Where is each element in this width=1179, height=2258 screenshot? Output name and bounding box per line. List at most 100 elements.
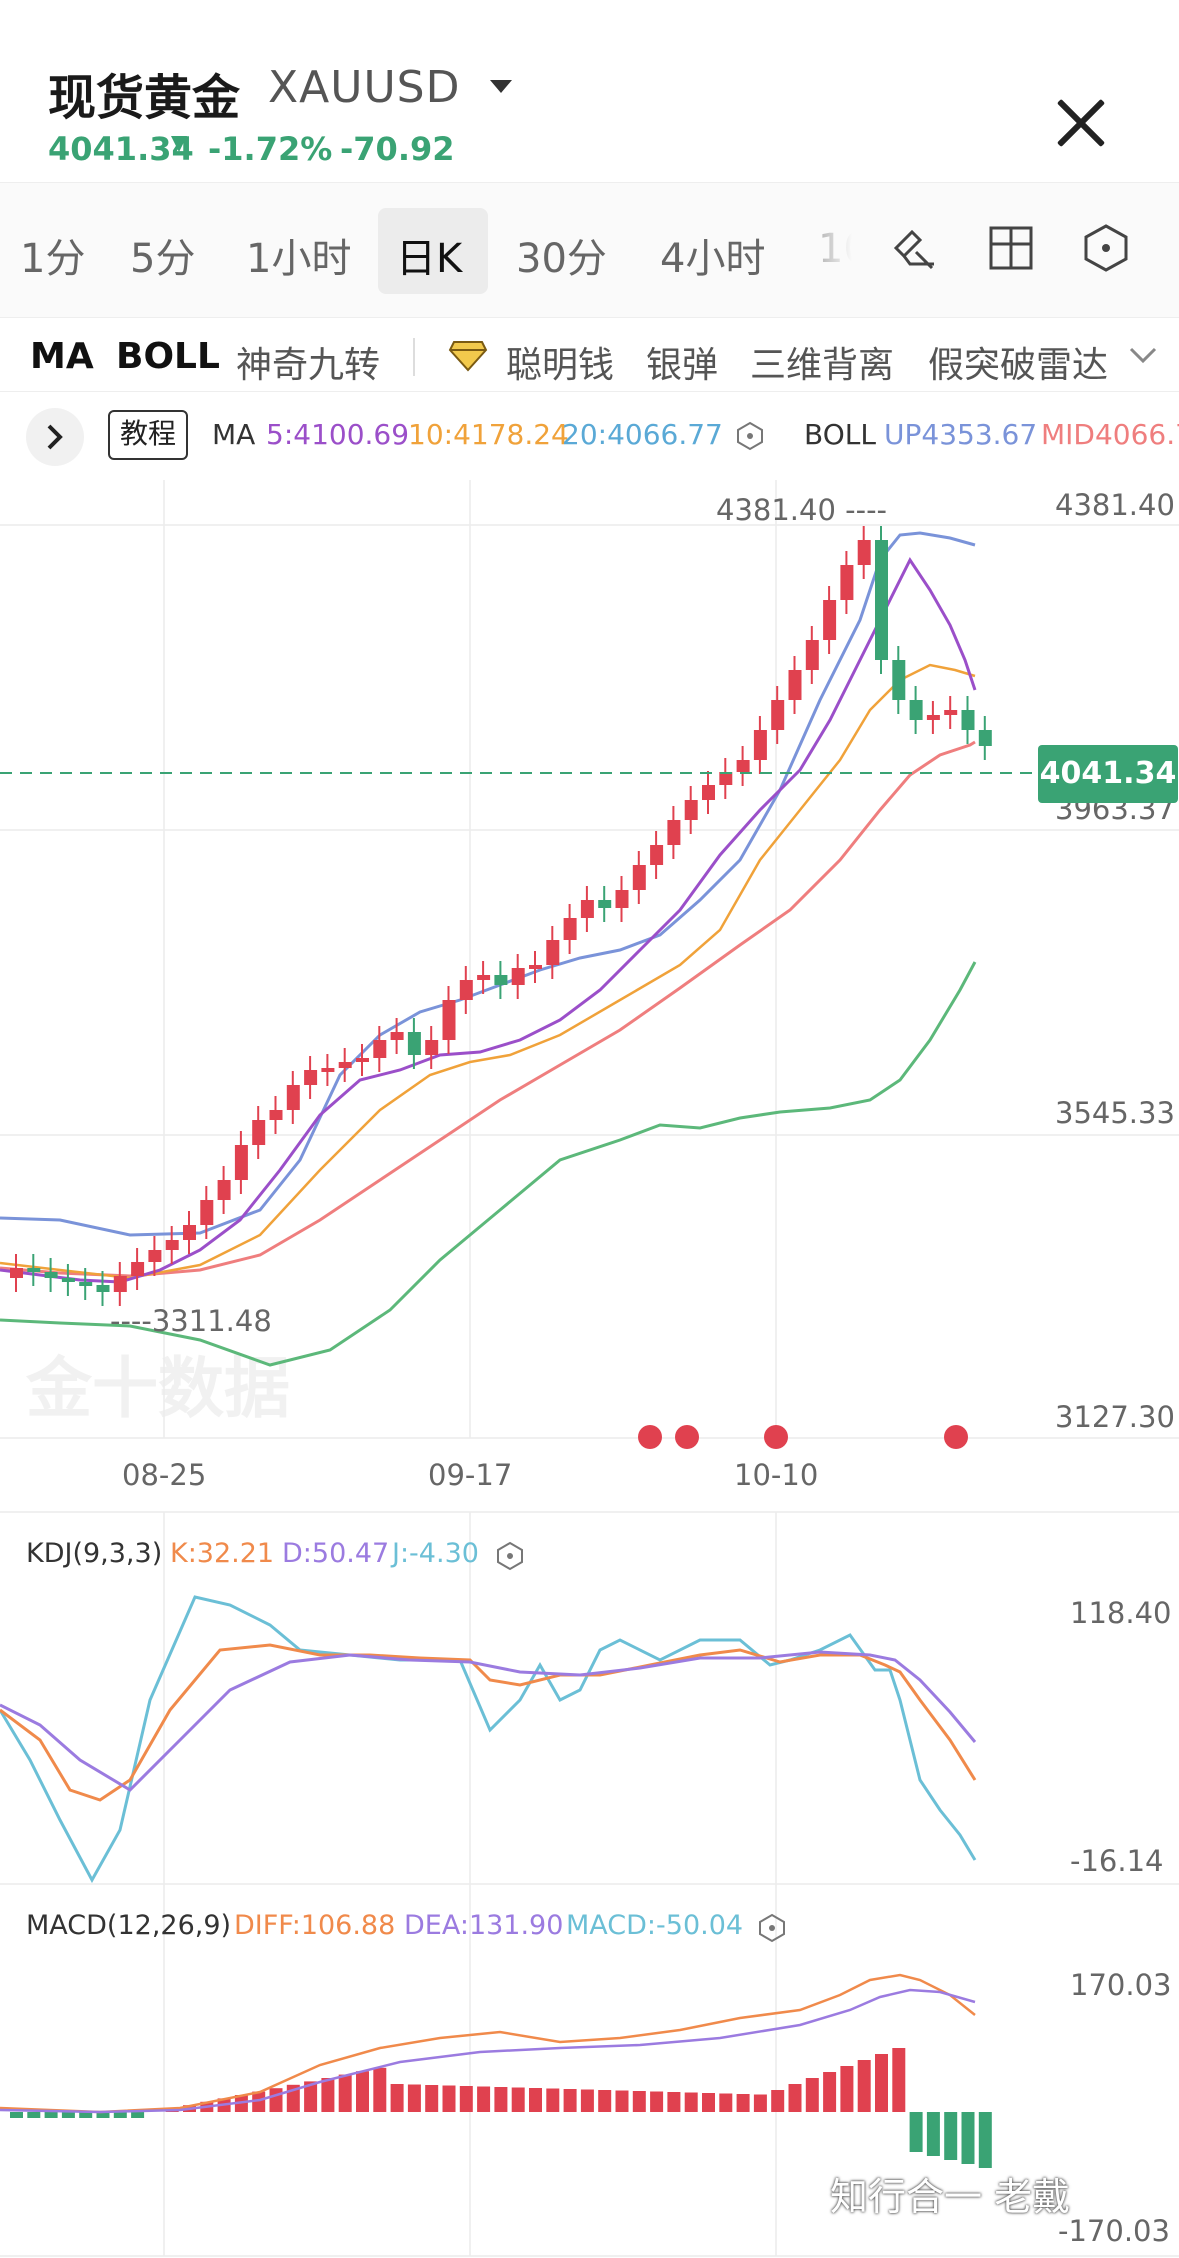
macd-histogram [10,2048,992,2168]
macd-value: MACD:-50.04 [566,1910,744,1941]
macd-bar [79,2112,93,2118]
expand-button[interactable] [26,408,84,466]
tab-4hour[interactable]: 4小时 [660,236,766,282]
kdj-axis-bottom: -16.14 [1070,1844,1164,1878]
indicator-magic-nine[interactable]: 神奇九转 [236,345,381,386]
settings-icon[interactable] [734,420,766,452]
candle-body [442,1000,456,1040]
candle-body [338,1062,352,1068]
current-price: 4041.34 [48,130,194,168]
indicator-smart-money[interactable]: 聪明钱 [506,345,615,386]
macd-bar [892,2048,906,2112]
macd-bar [944,2112,958,2160]
candle-body [632,865,646,890]
layout-grid-icon[interactable] [985,222,1037,274]
indicator-silver-bullet[interactable]: 银弹 [646,345,719,386]
ma-label: MA [212,418,256,451]
boll-mid-line [0,740,976,1278]
macd-bar [736,2094,750,2112]
symbol-selector[interactable]: XAUUSD [268,62,461,113]
macd-bar [338,2074,352,2112]
candle-body [875,540,888,660]
macd-bar [753,2094,767,2112]
macd-label: MACD(12,26,9) [26,1910,232,1941]
candle-body [165,1240,179,1250]
indicator-ma[interactable]: MA [30,336,94,377]
candle-body [44,1272,58,1278]
macd-bar [96,2112,110,2118]
boll-mid-value: MID4066.7 [1041,418,1179,451]
macd-bar [598,2090,612,2112]
signal-dot [638,1425,662,1449]
candle-body [459,980,473,1000]
candle-body [286,1085,300,1110]
y-axis-label: 4381.40 [1055,488,1175,522]
candles [10,526,992,1306]
close-button[interactable] [1050,92,1112,154]
tab-daily-k[interactable]: 日K [396,236,463,282]
settings-hexagon-icon[interactable] [1080,222,1132,274]
macd-diff-value: DIFF:106.88 [234,1910,396,1941]
macd-bar [44,2112,58,2118]
macd-bar [269,2088,283,2112]
candle-body [805,640,819,670]
macd-bar [857,2060,871,2112]
macd-bar [978,2112,992,2168]
candle-body [217,1180,231,1200]
tab-30min[interactable]: 30分 [516,236,607,282]
candle-body [425,1040,439,1055]
macd-bar [10,2112,23,2118]
candle-body [736,760,750,772]
settings-icon[interactable] [756,1912,788,1944]
indicator-fake-breakout[interactable]: 假突破雷达 [928,345,1109,386]
macd-bar [252,2091,266,2112]
macd-bar [875,2054,888,2112]
active-tab-highlight [378,208,488,294]
chevron-down-icon[interactable] [490,80,512,93]
signal-dot [944,1425,968,1449]
macd-bar [788,2084,802,2112]
macd-bar [425,2085,439,2112]
chart-canvas[interactable] [0,480,1179,2258]
y-axis-label: 3545.33 [1055,1096,1175,1130]
candle-body [598,900,612,908]
macd-bar [477,2086,491,2112]
candle-body [27,1268,41,1272]
candle-body [61,1278,75,1282]
signal-markers [638,1425,968,1449]
macd-bar [615,2090,629,2112]
ma10-value: 10:4178.24 [408,418,569,451]
candle-body [494,975,508,985]
macd-bar [390,2084,404,2112]
signal-dot [675,1425,699,1449]
candle-body [200,1200,214,1225]
draw-tool-icon[interactable] [888,222,940,274]
last-price-tag: 4041.34 [1038,745,1178,803]
tab-1min[interactable]: 1分 [20,236,86,282]
macd-bar [407,2084,421,2112]
candle-body [183,1225,196,1240]
macd-bar [632,2091,646,2112]
watermark-logo: 金十数据 [26,1350,290,1427]
kdj-j-line [0,1595,977,1884]
macd-bar [563,2089,577,2112]
macd-bar [909,2112,923,2152]
tab-5min[interactable]: 5分 [130,236,196,282]
candle-body [321,1068,335,1072]
candle-body [113,1276,127,1292]
macd-bar [304,2081,318,2112]
tab-1hour[interactable]: 1小时 [246,236,352,282]
settings-icon[interactable] [494,1540,526,1572]
boll-lower-line [0,961,977,1367]
candle-body [857,540,871,565]
chevron-down-icon[interactable] [1128,346,1158,366]
indicator-boll[interactable]: BOLL [116,336,220,377]
candle-body [546,940,560,965]
tutorial-button[interactable]: 教程 [108,410,189,460]
candle-body [909,700,923,720]
indicator-3d-divergence[interactable]: 三维背离 [750,345,895,386]
macd-bar [546,2088,560,2112]
macd-bar [580,2089,594,2112]
macd-bar [442,2085,456,2112]
candle-body [10,1268,23,1278]
